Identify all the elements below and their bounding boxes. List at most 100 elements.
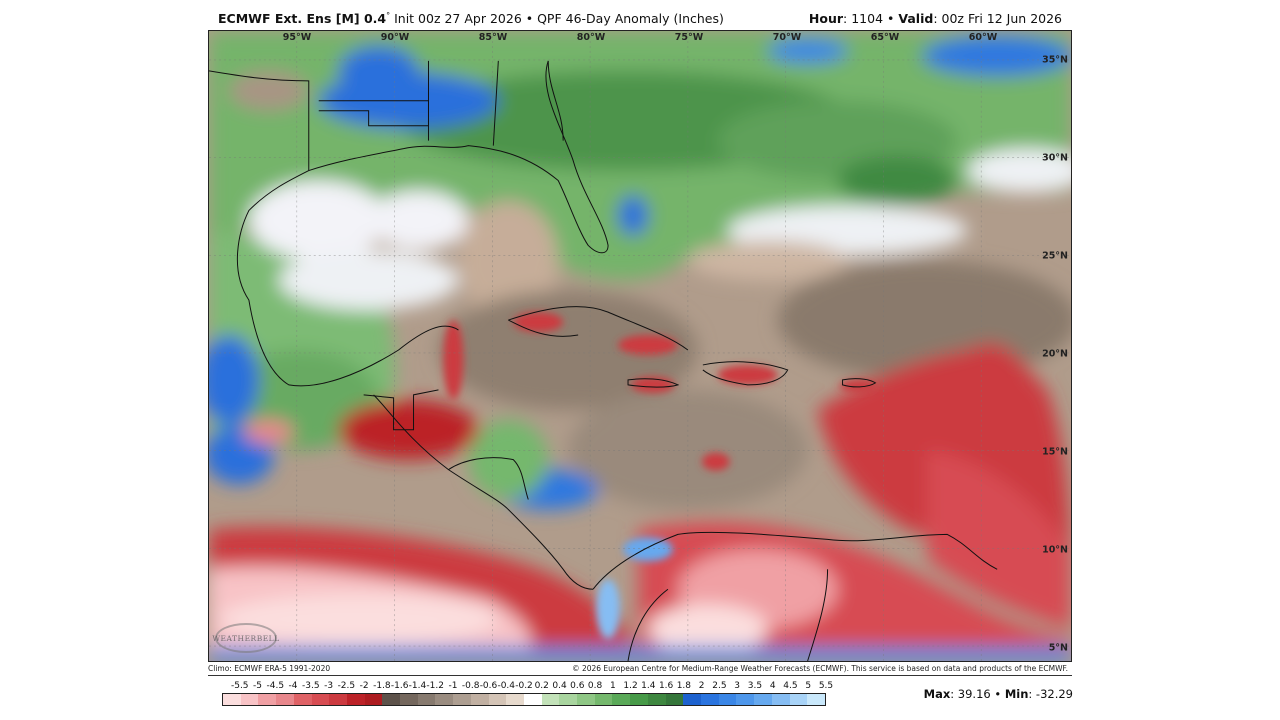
- colorbar-tick: -2: [359, 681, 369, 691]
- map-title: ECMWF Ext. Ens [M] 0.4° Init 00z 27 Apr …: [218, 11, 724, 26]
- colorbar-tick: 2.5: [712, 681, 727, 691]
- colorbar-swatch: [577, 694, 595, 705]
- lon-label-60w: 60°W: [968, 32, 998, 43]
- colorbar-swatch: [470, 694, 489, 705]
- colorbar-swatch: [417, 694, 436, 705]
- colorbar-tick: 0.2: [534, 681, 549, 691]
- colorbar-swatch: [506, 694, 524, 705]
- max-value: : 39.16 •: [950, 687, 1005, 701]
- colorbar-tick: 1.4: [641, 681, 656, 691]
- colorbar-swatch: [523, 694, 542, 705]
- colorbar-tick: 5.5: [818, 681, 834, 691]
- lat-label-20n: 20°N: [1042, 348, 1068, 360]
- lat-label-35n: 35°N: [1042, 54, 1068, 66]
- colorbar-swatch: [647, 694, 666, 705]
- colorbar-swatch: [771, 694, 790, 705]
- colorbar-swatch: [223, 694, 241, 705]
- colorbar-tick: 1.8: [676, 681, 692, 691]
- lat-label-30n: 30°N: [1042, 152, 1068, 164]
- colorbar-swatch: [329, 694, 347, 705]
- hour-value: : 1104 •: [843, 11, 899, 26]
- min-value: : -32.29: [1028, 687, 1073, 701]
- hour-label: Hour: [808, 11, 844, 26]
- colorbar-swatch: [364, 694, 383, 705]
- colorbar-tick: 3: [734, 681, 741, 691]
- lat-label-15n: 15°N: [1042, 446, 1068, 458]
- colorbar-tick: 2: [698, 681, 705, 691]
- colorbar-tick: 0.4: [552, 681, 567, 691]
- colorbar-tick: 3.5: [747, 681, 763, 691]
- colorbar-tick: -5.5: [230, 681, 249, 691]
- colorbar-swatch: [488, 694, 507, 705]
- colorbar-swatch: [559, 694, 578, 705]
- colorbar-swatch: [240, 694, 259, 705]
- colorbar-tick: 0.8: [587, 681, 603, 691]
- colorbar-swatch: [293, 694, 312, 705]
- colorbar-swatch: [541, 694, 560, 705]
- colorbar-swatch: [400, 694, 418, 705]
- lon-label-70w: 70°W: [772, 32, 802, 43]
- colorbar-tick: 5: [805, 681, 812, 691]
- colorbar-swatch: [807, 694, 825, 705]
- lon-label-75w: 75°W: [674, 32, 704, 43]
- lon-label-65w: 65°W: [870, 32, 900, 43]
- colorbar-tick: 1.6: [658, 681, 674, 691]
- anomaly-map: 95°W 90°W 85°W 80°W 75°W 70°W 65°W 60°W …: [208, 30, 1072, 662]
- degree-symbol: °: [386, 11, 391, 20]
- anomaly-field: [209, 31, 1071, 661]
- colorbar-swatch: [594, 694, 613, 705]
- colorbar-swatch: [311, 694, 330, 705]
- colorbar-tick: -4: [288, 681, 298, 691]
- valid-label: Valid: [898, 11, 934, 26]
- colorbar-tick: -0.6: [479, 681, 498, 691]
- colorbar-swatch: [630, 694, 648, 705]
- ecmwf-copyright: © 2026 European Centre for Medium-Range …: [572, 664, 1068, 673]
- colorbar-swatch: [276, 694, 294, 705]
- colorbar-tick: -1.8: [373, 681, 391, 691]
- colorbar-tick: -3: [324, 681, 334, 691]
- lon-label-95w: 95°W: [282, 32, 312, 43]
- model-name: ECMWF Ext. Ens [M] 0.4: [218, 11, 387, 27]
- init-and-product: Init 00z 27 Apr 2026 • QPF 46-Day Anomal…: [390, 11, 724, 27]
- colorbar: [222, 693, 826, 706]
- lat-label-5n: 5°N: [1048, 642, 1068, 654]
- colorbar-tick: -5: [253, 681, 263, 691]
- colorbar-tick: 0.6: [570, 681, 585, 691]
- colorbar-tick: 4: [769, 681, 776, 691]
- colorbar-tick: -1.2: [426, 681, 444, 691]
- max-min-values: Max: 39.16 • Min: -32.29: [924, 687, 1073, 701]
- colorbar-tick: -4.5: [266, 681, 285, 691]
- colorbar-tick: 4.5: [783, 681, 798, 691]
- min-label: Min: [1004, 687, 1029, 701]
- lat-label-25n: 25°N: [1042, 250, 1068, 262]
- colorbar-tick: -0.4: [497, 681, 516, 691]
- valid-time: Hour: 1104 • Valid: 00z Fri 12 Jun 2026: [809, 11, 1062, 26]
- colorbar-swatch: [612, 694, 631, 705]
- colorbar-tick: -1.4: [408, 681, 427, 691]
- colorbar-tick: -1: [448, 681, 458, 691]
- lon-label-90w: 90°W: [380, 32, 410, 43]
- colorbar-swatch: [736, 694, 755, 705]
- colorbar-tick: -0.2: [515, 681, 533, 691]
- colorbar-tick: -3.5: [302, 681, 320, 691]
- colorbar-swatch: [382, 694, 401, 705]
- valid-value: : 00z Fri 12 Jun 2026: [933, 11, 1062, 26]
- climo-credit: Climo: ECMWF ERA-5 1991-2020: [208, 664, 331, 673]
- colorbar-swatch: [346, 694, 365, 705]
- footer-divider: [208, 675, 1072, 676]
- colorbar-tick: -2.5: [337, 681, 356, 691]
- colorbar-tick: -0.8: [461, 681, 480, 691]
- colorbar-tick: -1.6: [390, 681, 409, 691]
- lon-label-80w: 80°W: [576, 32, 606, 43]
- lat-label-10n: 10°N: [1042, 544, 1068, 556]
- weatherbell-logo: WEATHERBELL: [212, 623, 279, 653]
- colorbar-swatch: [700, 694, 719, 705]
- colorbar-tick: 1.2: [623, 681, 638, 691]
- colorbar-swatch: [683, 694, 701, 705]
- colorbar-swatch: [665, 694, 684, 705]
- colorbar-swatch: [754, 694, 772, 705]
- colorbar-swatch: [435, 694, 454, 705]
- colorbar-tick-labels: -5.5 -5 -4.5 -4 -3.5 -3 -2.5 -2 -1.8 -1.6 -1.4 -1.2…: [222, 681, 833, 693]
- colorbar-swatch: [258, 694, 277, 705]
- max-label: Max: [923, 687, 951, 701]
